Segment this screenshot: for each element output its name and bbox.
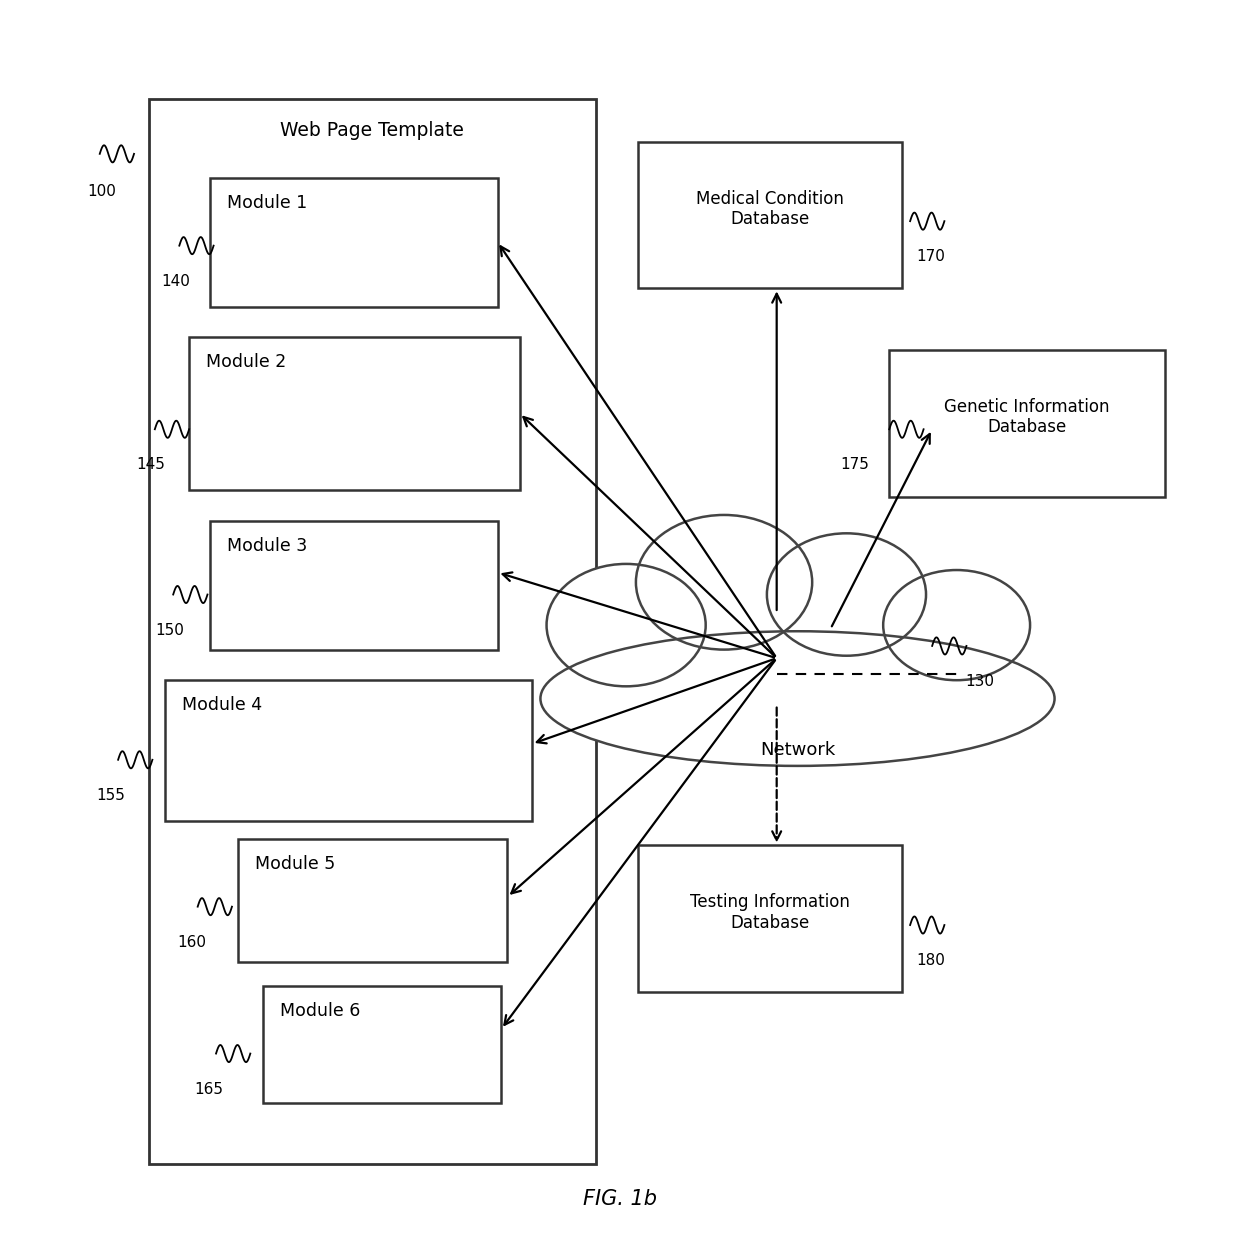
Ellipse shape — [883, 569, 1030, 680]
Text: 100: 100 — [88, 184, 117, 199]
Text: Module 2: Module 2 — [206, 353, 286, 371]
Text: 150: 150 — [155, 623, 184, 638]
Text: Module 6: Module 6 — [280, 1002, 360, 1020]
Bar — [149, 99, 595, 1164]
Bar — [190, 338, 520, 490]
Ellipse shape — [541, 631, 1054, 766]
Text: 180: 180 — [916, 953, 945, 968]
Text: Module 4: Module 4 — [182, 696, 262, 714]
Bar — [238, 839, 507, 962]
Text: Testing Information
Database: Testing Information Database — [689, 894, 849, 932]
Text: 145: 145 — [136, 457, 165, 473]
Text: Medical Condition
Database: Medical Condition Database — [696, 189, 844, 228]
Text: 130: 130 — [965, 673, 994, 690]
Text: 175: 175 — [841, 457, 869, 473]
Bar — [263, 987, 501, 1103]
Ellipse shape — [766, 534, 926, 656]
Text: Genetic Information
Database: Genetic Information Database — [945, 397, 1110, 437]
Text: 165: 165 — [193, 1082, 223, 1097]
Text: FIG. 1b: FIG. 1b — [583, 1188, 657, 1210]
Ellipse shape — [636, 515, 812, 650]
Text: Module 1: Module 1 — [227, 194, 308, 212]
Text: 155: 155 — [95, 787, 125, 803]
Text: Network: Network — [760, 742, 835, 759]
Text: 170: 170 — [916, 249, 945, 265]
Bar — [639, 846, 901, 993]
Ellipse shape — [547, 565, 706, 686]
Text: 140: 140 — [161, 274, 190, 288]
Bar — [210, 521, 497, 650]
Text: Module 5: Module 5 — [255, 855, 336, 873]
Text: Module 3: Module 3 — [227, 537, 308, 555]
Text: 160: 160 — [177, 935, 206, 950]
Bar — [165, 680, 532, 821]
Text: Web Page Template: Web Page Template — [280, 121, 464, 140]
Bar — [210, 178, 497, 307]
Bar — [639, 141, 901, 288]
Bar — [889, 349, 1164, 496]
